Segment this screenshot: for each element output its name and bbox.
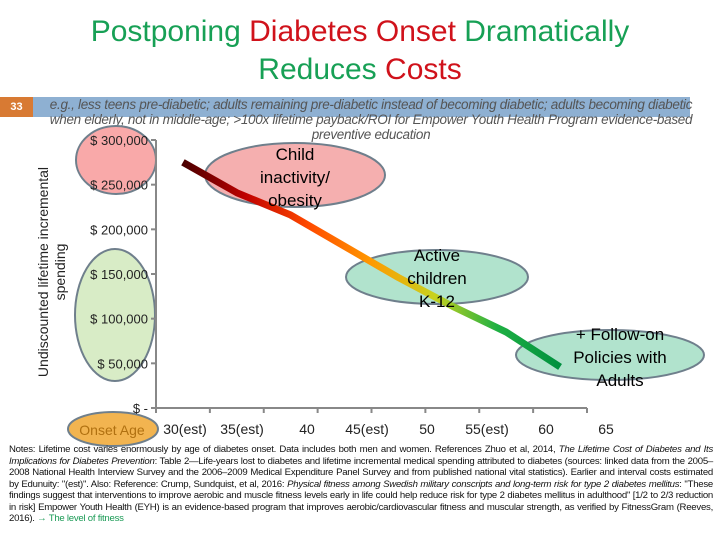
notes-text: Notes: Lifetime cost varies enormously b…	[9, 444, 559, 455]
subtitle: e.g., less teens pre-diabetic; adults re…	[49, 97, 693, 142]
annotation-label: obesity	[268, 191, 322, 210]
onset-age-highlight	[67, 411, 159, 447]
header-band	[33, 97, 690, 117]
notes-reference-title: The Lifetime Cost of Diabetes and Its Im…	[9, 444, 713, 467]
x-tick-label: 50	[419, 421, 435, 437]
notes-reference-title: Physical fitness among Swedish military …	[287, 478, 680, 490]
y-tick-label: $ 250,000	[90, 178, 148, 193]
notes-text: : "These findings suggest that intervent…	[9, 478, 713, 525]
x-tick-label: 40	[299, 421, 315, 437]
y-tick-label: $ 150,000	[90, 267, 148, 282]
title-line-1: Postponing Diabetes Onset Dramatically	[0, 14, 720, 50]
x-tick-label: 35(est)	[220, 421, 264, 437]
annotation-label: + Follow-on	[576, 325, 664, 344]
x-tick-label: 30(est)	[163, 421, 207, 437]
annotation-label: Adults	[596, 371, 643, 390]
y-tick-label: $ 200,000	[90, 222, 148, 237]
x-tick-label: 60	[538, 421, 554, 437]
y-tick-label: $ 50,000	[97, 356, 148, 371]
annotation-label: Child	[276, 145, 315, 164]
y-tick-label: $ 100,000	[90, 312, 148, 327]
x-tick-label: 45(est)	[345, 421, 389, 437]
notes-text: : Table 2—Life-years lost to diabetes an…	[9, 455, 713, 490]
onset-age-label: Onset Age	[79, 422, 145, 438]
title-segment: Costs	[385, 53, 462, 86]
annotation-label: Active	[414, 246, 460, 265]
annotation-label: K-12	[419, 292, 455, 311]
annotation-label: inactivity/	[260, 168, 330, 187]
notes: Notes: Lifetime cost varies enormously b…	[9, 444, 713, 525]
title-segment: Dramatically	[455, 15, 630, 48]
title-line-2: Reduces Costs	[0, 52, 720, 88]
annotation-ellipse	[345, 249, 529, 305]
y-tick-label: $ 300,000	[90, 133, 148, 148]
fitness-link[interactable]: → The level of fitness	[37, 513, 124, 524]
x-tick-label: 55(est)	[465, 421, 509, 437]
annotation-ellipse	[515, 329, 705, 381]
annotation-label: children	[407, 269, 467, 288]
series-line	[181, 159, 562, 370]
title-segment: Postponing	[90, 15, 250, 48]
slide-number: 33	[0, 97, 33, 117]
title-segment: Diabetes Onset	[249, 15, 456, 48]
title-segment: Reduces	[258, 53, 386, 86]
annotation-label: Policies with	[573, 348, 667, 367]
y-tick-label: $ -	[133, 401, 148, 416]
x-tick-label: 65	[598, 421, 614, 437]
